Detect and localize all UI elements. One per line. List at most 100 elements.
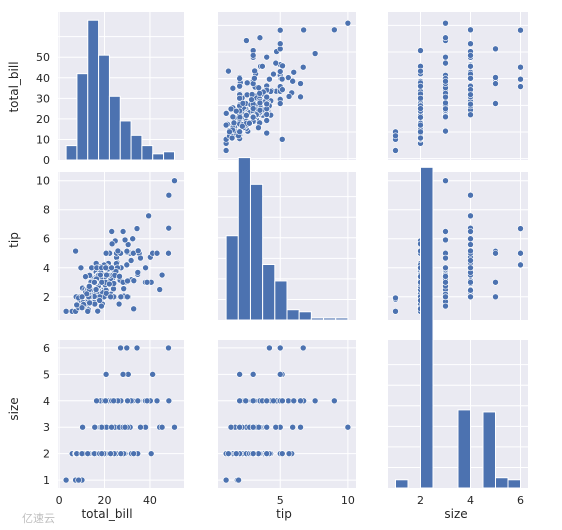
scatter-point bbox=[83, 290, 91, 298]
scatter-point bbox=[492, 293, 499, 301]
scatter-point bbox=[492, 45, 499, 53]
scatter-point bbox=[230, 119, 238, 127]
scatter-point bbox=[256, 34, 264, 42]
scatter-point bbox=[124, 277, 131, 285]
panel-total_bill-vs-total_bill: 0 10 20 30 40 50 bbox=[36, 12, 184, 167]
scatter-point bbox=[442, 53, 449, 61]
scatter-point bbox=[392, 307, 399, 315]
histogram-bar bbox=[495, 477, 509, 489]
scatter-point bbox=[285, 93, 293, 100]
histogram-bar bbox=[76, 73, 89, 161]
scatter-point bbox=[249, 80, 257, 87]
scatter-point bbox=[442, 264, 449, 272]
scatter-point bbox=[492, 74, 499, 81]
scatter-point bbox=[442, 228, 449, 235]
y-tick-label: 3 bbox=[43, 421, 50, 434]
y-tick-label: 50 bbox=[36, 51, 50, 64]
scatter-point bbox=[145, 212, 152, 220]
scatter-point bbox=[263, 100, 271, 108]
scatter-point bbox=[311, 50, 319, 57]
histogram-bar bbox=[237, 157, 251, 321]
histogram-bar bbox=[482, 411, 496, 489]
histogram-bar bbox=[119, 120, 132, 161]
scatter-point bbox=[467, 228, 474, 235]
scatter-point bbox=[270, 70, 277, 78]
scatter-point bbox=[102, 249, 110, 257]
scatter-point bbox=[442, 93, 449, 101]
scatter-point bbox=[299, 344, 307, 352]
scatter-point bbox=[147, 450, 155, 457]
scatter-point bbox=[124, 293, 131, 301]
y-tick-label: 0 bbox=[43, 154, 50, 167]
scatter-point bbox=[263, 397, 271, 405]
y-tick-label: 10 bbox=[36, 175, 50, 188]
scatter-point bbox=[300, 26, 307, 34]
scatter-point bbox=[467, 100, 474, 108]
x-tick-label: 20 bbox=[98, 494, 112, 507]
scatter-point bbox=[270, 397, 277, 405]
scatter-point bbox=[171, 177, 178, 185]
scatter-point bbox=[97, 271, 104, 279]
scatter-point bbox=[276, 26, 284, 34]
histogram-bar bbox=[420, 166, 434, 489]
scatter-point bbox=[467, 293, 474, 301]
scatter-point bbox=[442, 113, 449, 121]
histogram-bar bbox=[286, 309, 300, 321]
scatter-point bbox=[117, 293, 125, 301]
scatter-point bbox=[236, 371, 243, 378]
scatter-point bbox=[62, 307, 70, 315]
scatter-point bbox=[492, 80, 499, 87]
y-axis-label-tip: tip bbox=[7, 232, 21, 248]
scatter-point bbox=[392, 294, 399, 302]
scatter-point bbox=[165, 397, 173, 405]
scatter-point bbox=[442, 59, 449, 67]
x-tick-label: 5 bbox=[277, 494, 284, 507]
scatter-point bbox=[442, 236, 449, 244]
scatter-point bbox=[156, 286, 164, 293]
histogram-bar bbox=[335, 317, 349, 321]
scatter-point bbox=[96, 297, 103, 304]
scatter-point bbox=[108, 423, 115, 431]
scatter-point bbox=[442, 19, 449, 27]
scatter-point bbox=[78, 293, 86, 301]
scatter-point bbox=[467, 52, 474, 59]
scatter-point bbox=[467, 62, 474, 70]
scatter-point bbox=[236, 94, 243, 102]
scatter-point bbox=[285, 450, 293, 457]
scatter-point bbox=[297, 93, 304, 101]
scatter-point bbox=[134, 247, 142, 255]
scatter-point bbox=[232, 450, 240, 457]
scatter-point bbox=[62, 476, 70, 484]
scatter-point bbox=[102, 397, 109, 405]
scatter-point bbox=[467, 212, 474, 220]
scatter-point bbox=[91, 278, 98, 286]
histogram-bar bbox=[310, 317, 325, 321]
scatter-point bbox=[239, 122, 246, 130]
scatter-point bbox=[236, 75, 243, 82]
scatter-point bbox=[121, 236, 129, 244]
x-axis-label-total-bill: total_bill bbox=[81, 507, 132, 521]
scatter-point bbox=[442, 254, 449, 262]
scatter-point bbox=[442, 293, 449, 301]
scatter-point bbox=[276, 40, 284, 48]
scatter-point bbox=[266, 75, 273, 83]
scatter-point bbox=[251, 67, 258, 75]
y-axis-label-size: size bbox=[7, 397, 21, 420]
scatter-point bbox=[84, 307, 92, 315]
histogram-bar bbox=[323, 317, 337, 321]
scatter-point bbox=[289, 423, 296, 431]
scatter-point bbox=[517, 63, 524, 71]
scatter-point bbox=[246, 119, 253, 127]
x-tick-label: 4 bbox=[467, 494, 474, 507]
scatter-point bbox=[119, 228, 127, 235]
scatter-point bbox=[98, 302, 105, 310]
scatter-point bbox=[91, 423, 99, 431]
scatter-point bbox=[266, 344, 273, 352]
scatter-point bbox=[467, 26, 474, 34]
scatter-point bbox=[123, 344, 131, 352]
scatter-point bbox=[517, 249, 524, 257]
axis-labels: total_bill tip size total_bill tip size bbox=[7, 61, 468, 521]
scatter-point bbox=[110, 397, 117, 405]
scatter-point bbox=[86, 299, 93, 307]
